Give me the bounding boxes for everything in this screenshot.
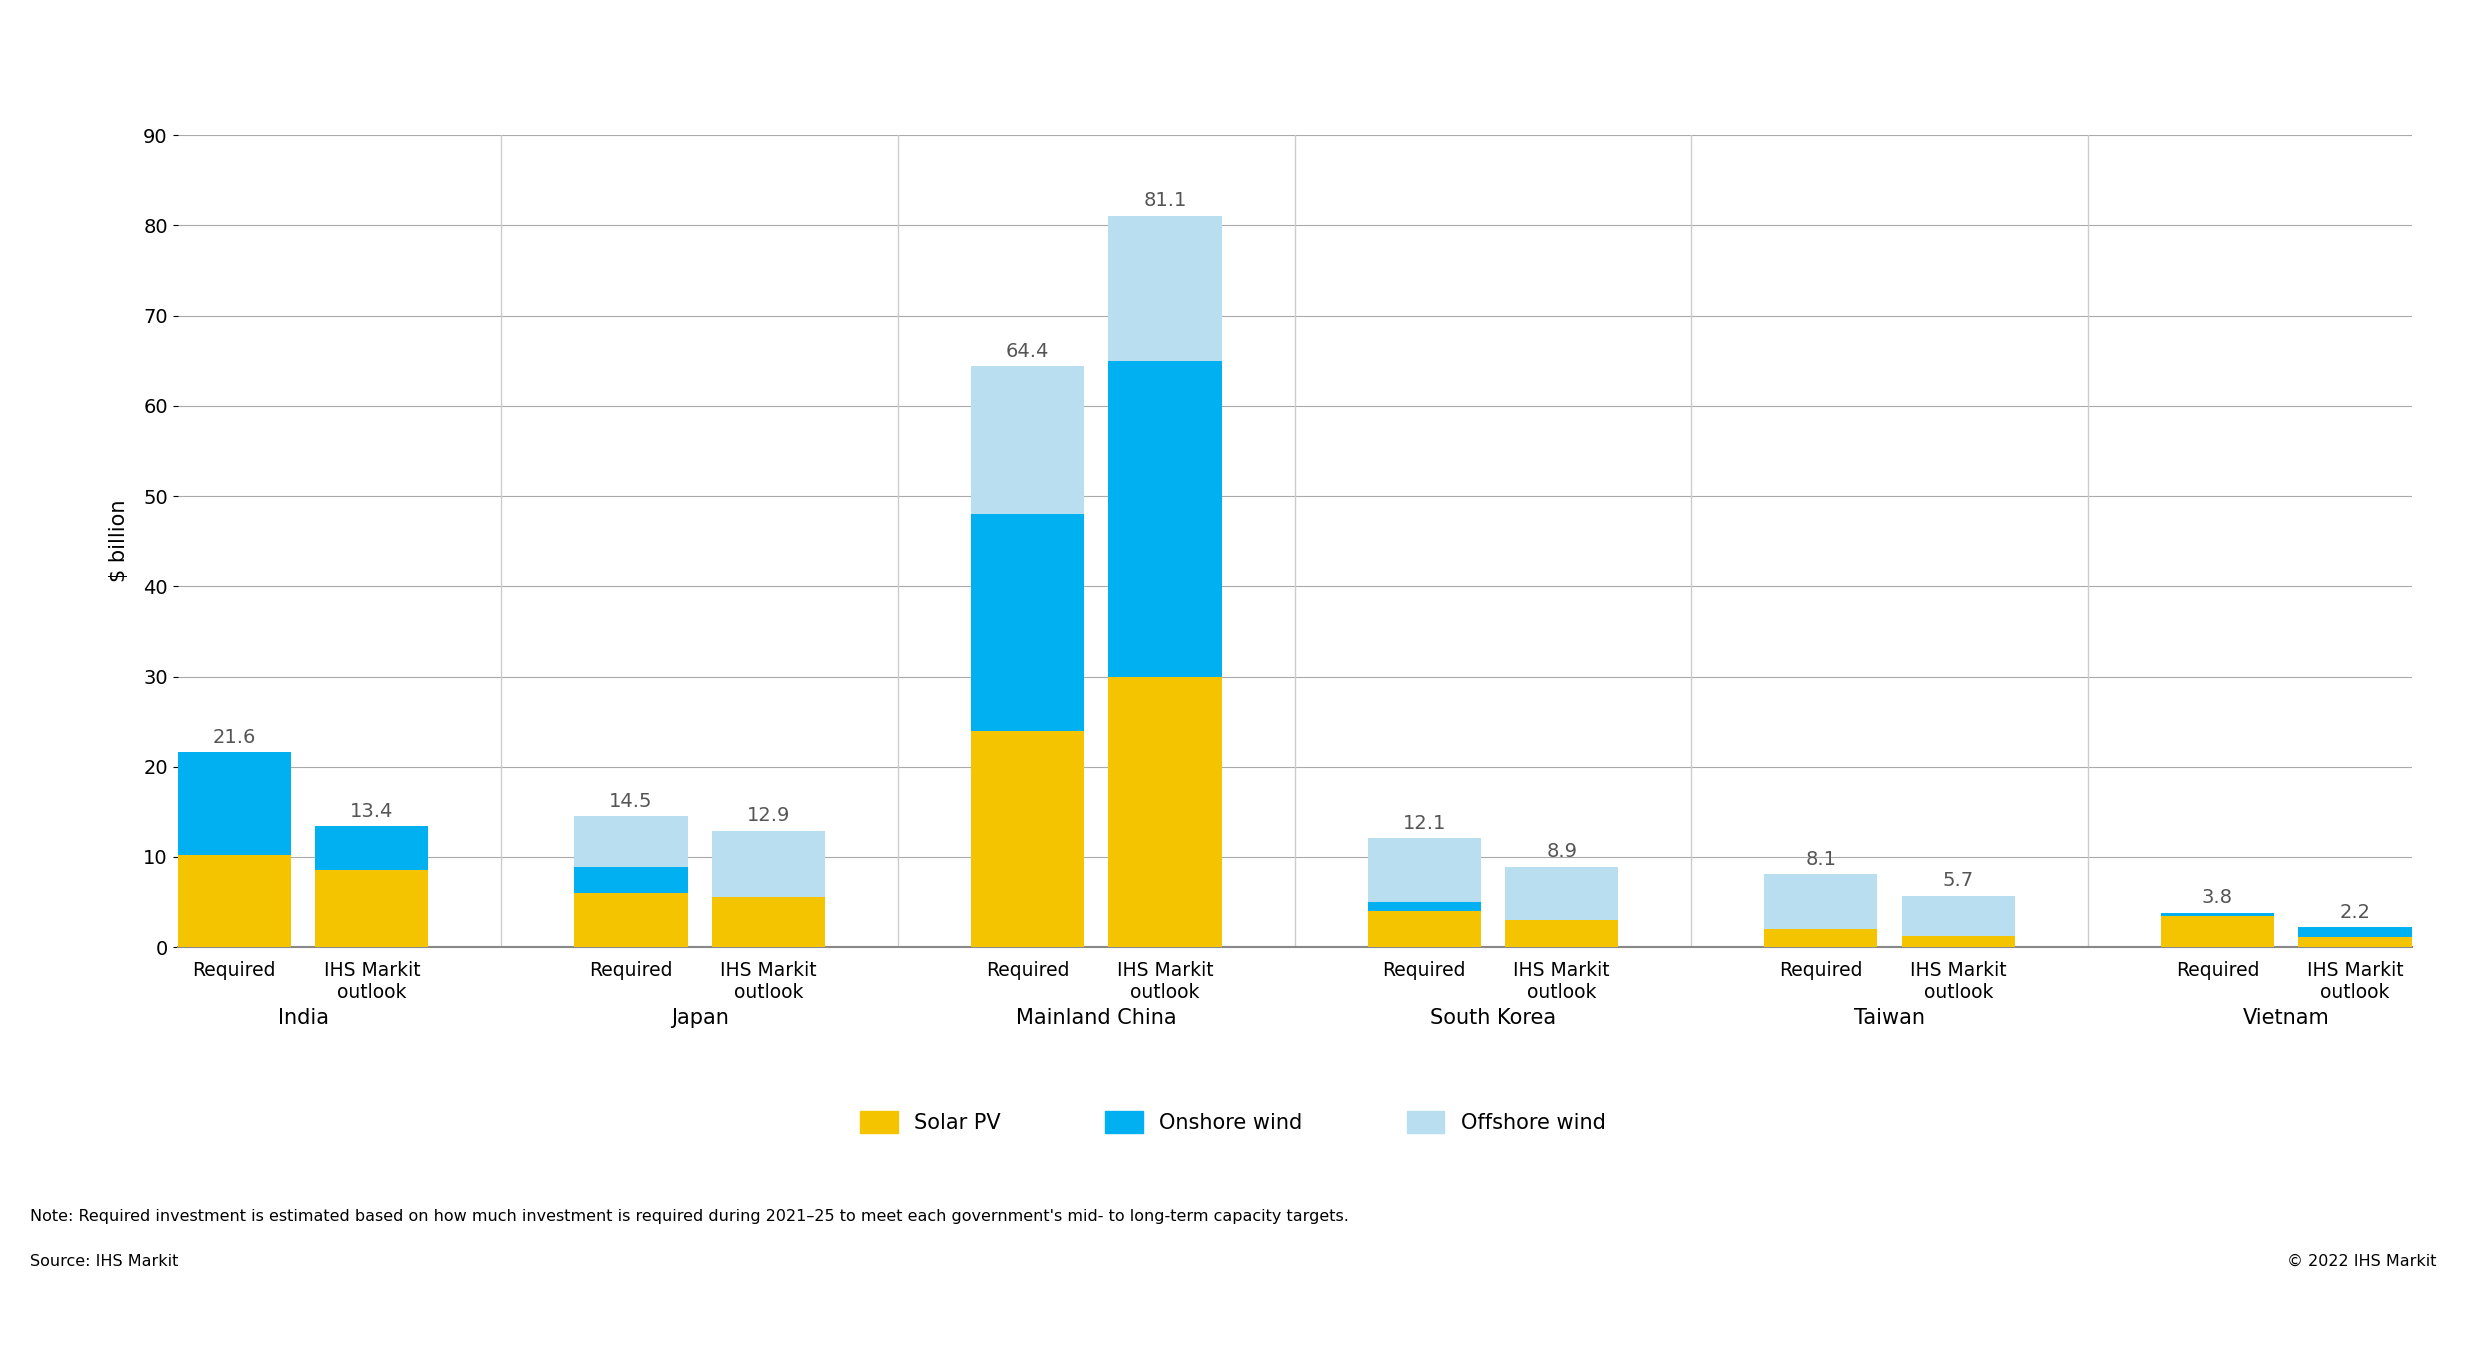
Bar	[1901, 936, 2015, 947]
Bar	[1110, 215, 1221, 361]
Text: 8.1: 8.1	[1805, 850, 1837, 869]
Text: 21.6: 21.6	[212, 728, 256, 747]
Text: Note: Required investment is estimated based on how much investment is required : Note: Required investment is estimated b…	[30, 1210, 1349, 1224]
Bar	[972, 367, 1085, 514]
Text: 64.4: 64.4	[1006, 342, 1048, 361]
Text: Annual solar and wind investment in selected markets, 2021–25: Annual solar and wind investment in sele…	[30, 46, 1129, 76]
Text: 13.4: 13.4	[350, 802, 395, 821]
Bar	[1369, 911, 1480, 947]
Bar	[316, 827, 429, 870]
Bar	[2160, 916, 2274, 947]
Bar	[575, 867, 688, 893]
Bar	[178, 752, 291, 855]
Bar	[972, 514, 1085, 731]
Legend: Solar PV, Onshore wind, Offshore wind: Solar PV, Onshore wind, Offshore wind	[861, 1111, 1605, 1132]
Bar	[713, 897, 826, 947]
Text: 12.9: 12.9	[747, 806, 789, 825]
Bar	[2160, 913, 2274, 916]
Bar	[972, 731, 1085, 947]
Bar	[1763, 930, 1877, 947]
Text: 14.5: 14.5	[609, 792, 653, 810]
Text: India: India	[279, 1008, 328, 1028]
Bar	[316, 870, 429, 947]
Text: South Korea: South Korea	[1430, 1008, 1556, 1028]
Text: 12.1: 12.1	[1403, 813, 1445, 832]
Text: Japan: Japan	[671, 1008, 727, 1028]
Bar	[1110, 361, 1221, 676]
Text: Vietnam: Vietnam	[2244, 1008, 2330, 1028]
Bar	[575, 893, 688, 947]
Text: 5.7: 5.7	[1943, 871, 1973, 890]
Text: 8.9: 8.9	[1546, 843, 1578, 862]
Text: 2.2: 2.2	[2340, 902, 2370, 921]
Bar	[1901, 896, 2015, 936]
Bar	[2298, 927, 2412, 938]
Text: Mainland China: Mainland China	[1016, 1008, 1176, 1028]
Bar	[2298, 938, 2412, 947]
Bar	[1369, 838, 1480, 902]
Text: © 2022 IHS Markit: © 2022 IHS Markit	[2286, 1254, 2436, 1269]
Y-axis label: $ billion: $ billion	[109, 501, 128, 582]
Text: 3.8: 3.8	[2202, 889, 2234, 908]
Text: 81.1: 81.1	[1144, 191, 1186, 210]
Bar	[575, 816, 688, 867]
Text: Taiwan: Taiwan	[1854, 1008, 1926, 1028]
Bar	[1504, 920, 1618, 947]
Bar	[1369, 902, 1480, 911]
Bar	[713, 831, 826, 897]
Bar	[1504, 867, 1618, 920]
Bar	[1763, 874, 1877, 930]
Text: Source: IHS Markit: Source: IHS Markit	[30, 1254, 178, 1269]
Bar	[1110, 676, 1221, 947]
Bar	[178, 855, 291, 947]
